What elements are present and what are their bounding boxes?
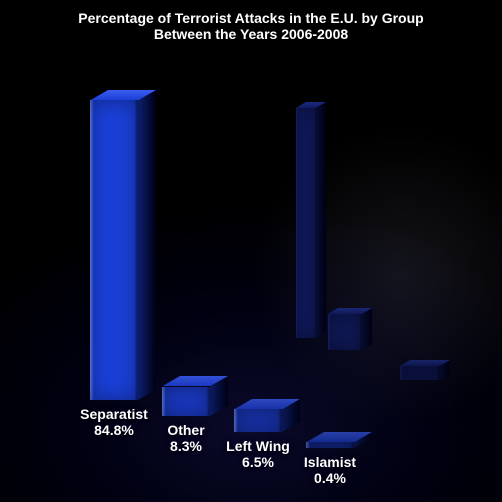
bar-separatist (90, 100, 138, 400)
bar-left-wing (234, 409, 282, 432)
bar-islamist (306, 442, 354, 448)
background-bar-2 (400, 366, 440, 380)
background-bar-1 (328, 314, 362, 350)
background-bar-0 (296, 108, 316, 338)
bar-chart (0, 0, 502, 502)
bar-other (162, 387, 210, 416)
chart-stage: Percentage of Terrorist Attacks in the E… (0, 0, 502, 502)
